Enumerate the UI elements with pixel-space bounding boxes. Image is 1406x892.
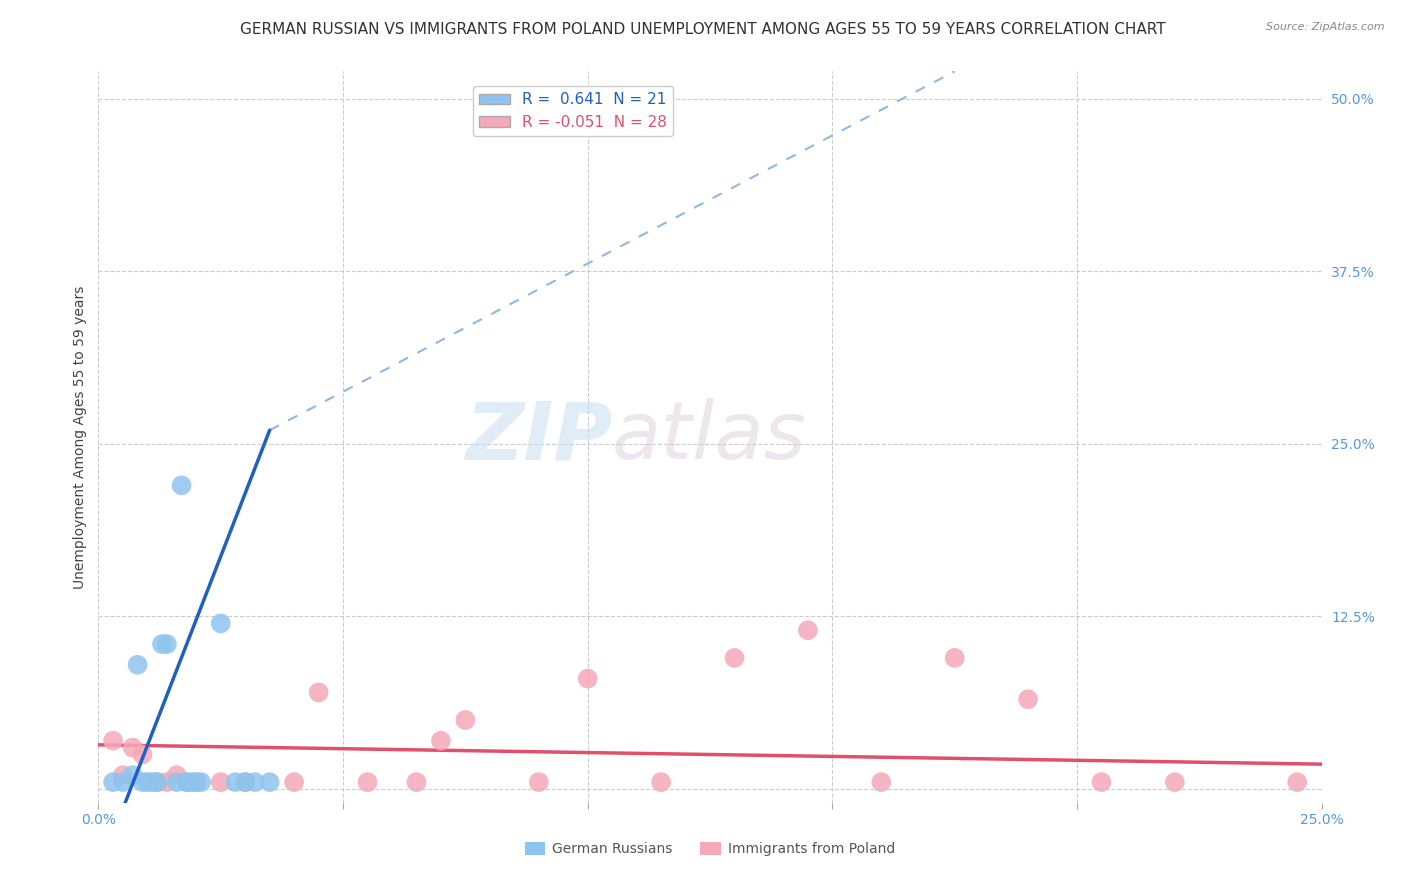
Point	[283, 775, 305, 789]
Point	[943, 651, 966, 665]
Point	[1286, 775, 1309, 789]
Point	[131, 747, 153, 762]
Point	[1017, 692, 1039, 706]
Point	[111, 768, 134, 782]
Point	[870, 775, 893, 789]
Point	[308, 685, 330, 699]
Y-axis label: Unemployment Among Ages 55 to 59 years: Unemployment Among Ages 55 to 59 years	[73, 285, 87, 589]
Point	[233, 775, 256, 789]
Point	[1164, 775, 1187, 789]
Point	[121, 740, 143, 755]
Point	[146, 775, 169, 789]
Point	[430, 733, 453, 747]
Point	[233, 775, 256, 789]
Point	[1090, 775, 1112, 789]
Text: GERMAN RUSSIAN VS IMMIGRANTS FROM POLAND UNEMPLOYMENT AMONG AGES 55 TO 59 YEARS : GERMAN RUSSIAN VS IMMIGRANTS FROM POLAND…	[240, 22, 1166, 37]
Point	[650, 775, 672, 789]
Point	[150, 637, 173, 651]
Point	[141, 775, 163, 789]
Point	[243, 775, 266, 789]
Point	[797, 624, 820, 638]
Point	[121, 768, 143, 782]
Point	[209, 616, 232, 631]
Legend: German Russians, Immigrants from Poland: German Russians, Immigrants from Poland	[519, 837, 901, 862]
Point	[127, 657, 149, 672]
Point	[176, 775, 198, 789]
Point	[101, 733, 124, 747]
Point	[166, 775, 188, 789]
Point	[131, 775, 153, 789]
Point	[454, 713, 477, 727]
Text: Source: ZipAtlas.com: Source: ZipAtlas.com	[1267, 22, 1385, 32]
Point	[146, 775, 169, 789]
Point	[136, 775, 159, 789]
Point	[224, 775, 246, 789]
Point	[176, 775, 198, 789]
Point	[723, 651, 745, 665]
Text: atlas: atlas	[612, 398, 807, 476]
Point	[190, 775, 212, 789]
Point	[527, 775, 550, 789]
Point	[101, 775, 124, 789]
Point	[209, 775, 232, 789]
Point	[166, 768, 188, 782]
Point	[405, 775, 427, 789]
Point	[111, 775, 134, 789]
Point	[180, 775, 202, 789]
Point	[186, 775, 208, 789]
Point	[186, 775, 208, 789]
Point	[170, 478, 193, 492]
Point	[156, 637, 179, 651]
Point	[356, 775, 378, 789]
Text: ZIP: ZIP	[465, 398, 612, 476]
Point	[576, 672, 599, 686]
Point	[259, 775, 281, 789]
Point	[156, 775, 179, 789]
